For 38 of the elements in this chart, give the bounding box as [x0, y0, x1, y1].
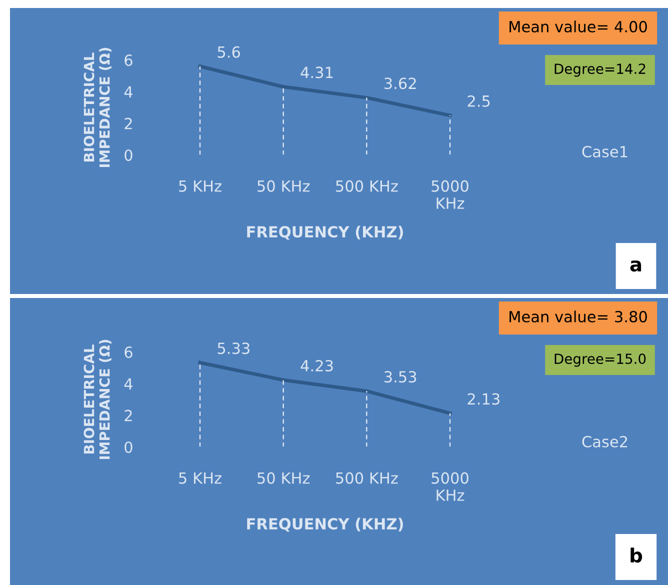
- x-axis-title: FREQUENCY (KHZ): [247, 518, 403, 532]
- x-tick-label: 5000 KHz: [432, 472, 468, 501]
- x-tick-label: 50 KHz: [258, 472, 310, 484]
- line-series: [198, 64, 452, 118]
- data-label: 2.5: [468, 95, 490, 107]
- data-label: 3.62: [384, 78, 416, 90]
- y-tick-label: 6: [124, 54, 132, 66]
- text: Case1: [582, 146, 628, 158]
- y-axis-title: BIOELETRICAL IMPEDANCE (Ω): [84, 48, 112, 168]
- y-axis-title: BIOELETRICAL IMPEDANCE (Ω): [84, 340, 112, 460]
- y-tick-label: 0: [124, 149, 132, 162]
- text: Mean value= 4.00: [510, 20, 647, 32]
- text: Mean value= 3.80: [510, 310, 647, 322]
- data-label: 2.13: [468, 393, 500, 405]
- x-tick-label: 5 KHz: [179, 180, 222, 192]
- data-label: 5.33: [218, 342, 250, 354]
- text: a: [630, 260, 642, 272]
- data-label: 3.53: [384, 371, 416, 383]
- text: b: [630, 548, 642, 563]
- x-tick-label: 500 KHz: [336, 472, 398, 484]
- text: Case2: [582, 436, 628, 448]
- x-tick-label: 5 KHz: [179, 472, 222, 484]
- x-tick-label: 500 KHz: [336, 180, 398, 192]
- x-axis-title: FREQUENCY (KHZ): [247, 226, 403, 240]
- y-tick-label: 2: [124, 118, 132, 130]
- line-series: [198, 360, 452, 416]
- y-tick-label: 4: [124, 378, 132, 390]
- y-tick-label: 6: [124, 346, 132, 358]
- text: Degree=14.2: [554, 64, 646, 77]
- x-tick-label: 5000 KHz: [432, 180, 468, 209]
- y-tick-label: 4: [124, 86, 132, 98]
- text: Degree=15.0: [554, 354, 646, 367]
- data-label: 4.31: [300, 66, 333, 78]
- data-label: 5.6: [218, 46, 240, 58]
- data-label: 4.23: [300, 360, 333, 372]
- y-tick-label: 2: [124, 410, 132, 422]
- x-tick-label: 50 KHz: [258, 180, 310, 192]
- y-tick-label: 0: [124, 441, 132, 454]
